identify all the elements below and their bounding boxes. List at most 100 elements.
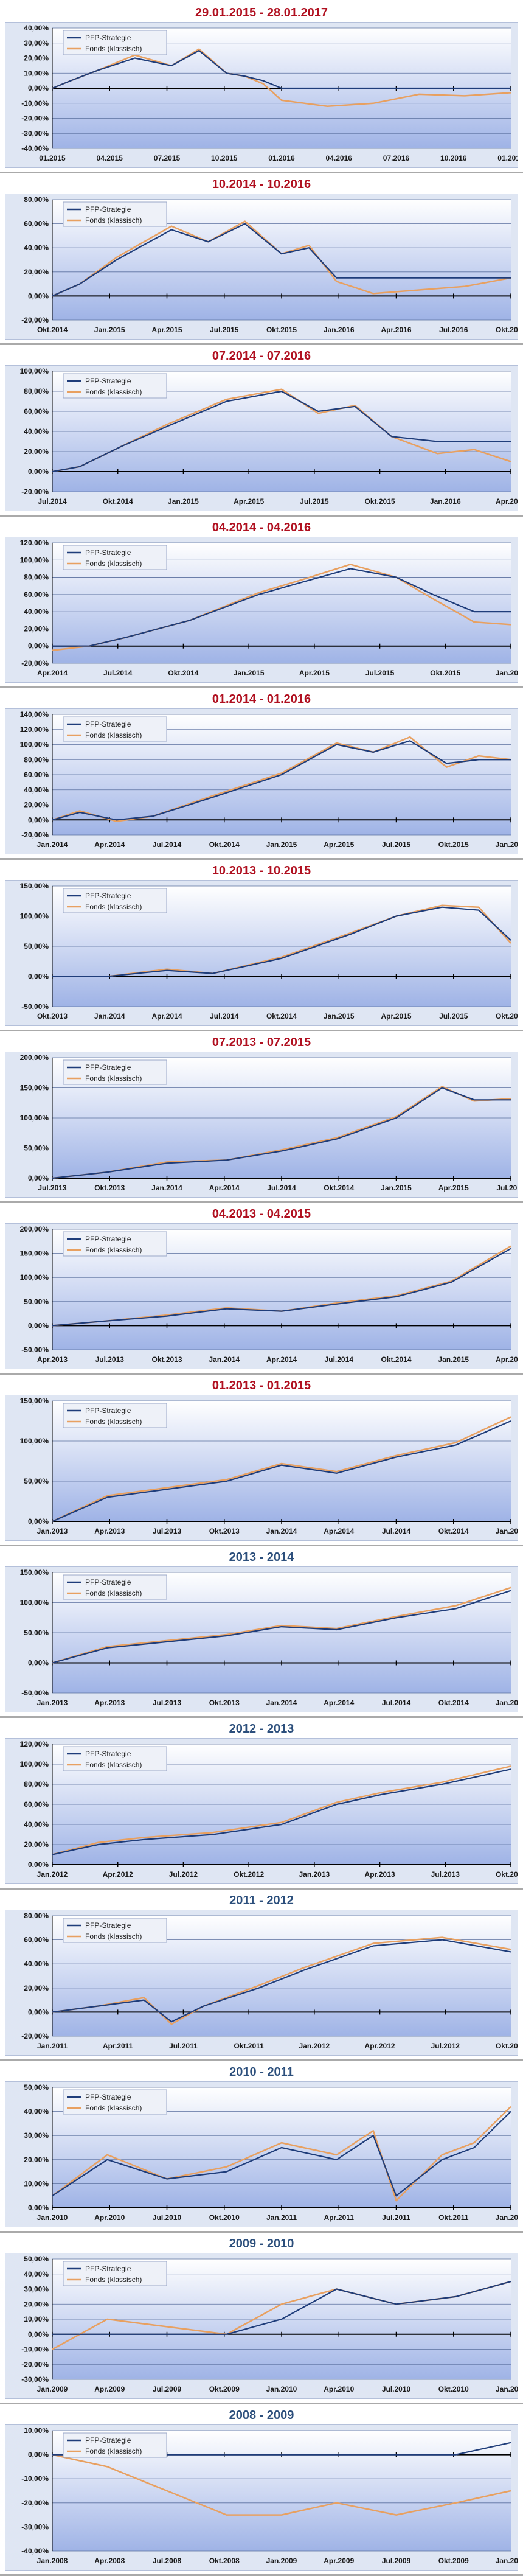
y-tick-label: 0,00% [28, 642, 49, 651]
x-tick-label: Jul.2015 [382, 840, 411, 849]
y-tick-label: 60,00% [24, 1800, 49, 1809]
y-tick-label: 0,00% [28, 1860, 49, 1869]
y-tick-label: 30,00% [24, 2285, 49, 2294]
x-tick-label: Apr.2011 [103, 2042, 133, 2050]
y-tick-label: 100,00% [20, 1437, 49, 1445]
y-tick-label: 40,00% [24, 24, 49, 32]
x-tick-label: Okt.2014 [209, 840, 240, 849]
x-tick-label: Jan.2014 [266, 1527, 297, 1535]
y-tick-label: 50,00% [24, 1297, 49, 1306]
y-tick-label: -20,00% [21, 831, 49, 839]
y-tick-label: 100,00% [20, 367, 49, 375]
fund-line [52, 1765, 511, 1855]
x-tick-label: Okt.2013 [37, 1012, 68, 1021]
x-tick-label: 10.2016 [440, 154, 467, 162]
chart-panel: 2013 - 2014 -50,00% 0,00% 50,00% 100,00% 150,… [5, 1548, 518, 1715]
chart-svg: -50,00% 0,00% 50,00% 100,00% 150,00% Jan.2013… [5, 1566, 518, 1712]
chart-svg: -20,00% 0,00% 20,00% 40,00% 60,00% 80,00% 100,… [5, 365, 518, 511]
strategy-line [52, 390, 511, 473]
x-tick-label: Okt.2012 [234, 1870, 264, 1879]
legend-fund-label: Fonds (klassisch) [85, 1932, 142, 1941]
x-tick-label: Jan.2015 [234, 669, 265, 677]
x-tick-label: Okt.2011 [438, 2213, 469, 2222]
x-tick-label: Apr.2013 [94, 1527, 125, 1535]
x-tick-label: Jan.2014 [37, 840, 68, 849]
panel-separator [0, 1030, 523, 1031]
y-tick-label: -10,00% [21, 99, 49, 108]
y-tick-label: -20,00% [21, 2032, 49, 2040]
strategy-line [52, 2110, 511, 2197]
legend-fund-label: Fonds (klassisch) [85, 1761, 142, 1769]
y-tick-label: 0,00% [28, 1517, 49, 1526]
x-tick-label: Okt.2010 [438, 2385, 469, 2393]
x-tick-label: Apr.2016 [381, 326, 411, 334]
legend-box [63, 1746, 167, 1771]
legend-fund-label: Fonds (klassisch) [85, 1417, 142, 1426]
x-tick-label: Apr.2013 [365, 1870, 395, 1879]
chart-svg: -50,00% 0,00% 50,00% 100,00% 150,00% Okt.2013… [5, 880, 518, 1026]
y-tick-label: 50,00% [24, 1628, 49, 1637]
legend-box [63, 201, 167, 227]
x-tick-label: Jan.2015 [324, 1012, 355, 1021]
chart-svg: 0,00% 20,00% 40,00% 60,00% 80,00% 100,00% 120,… [5, 1738, 518, 1884]
legend-fund-label: Fonds (klassisch) [85, 559, 142, 568]
chart-panel: 2008 - 2009 -40,00% -30,00% -20,00% -10,00% 0… [5, 2406, 518, 2573]
y-tick-label: 20,00% [24, 1840, 49, 1849]
y-tick-label: -20,00% [21, 114, 49, 123]
legend-strategy-label: PFP-Strategie [85, 2093, 131, 2101]
x-tick-label: Jan.2012 [299, 2042, 330, 2050]
chart-panel: 07.2014 - 07.2016 -20,00% 0,00% 20,00% 40,00… [5, 347, 518, 514]
y-tick-label: -10,00% [21, 2345, 49, 2354]
y-tick-label: 80,00% [24, 573, 49, 582]
chart-title: 2011 - 2012 [229, 1894, 294, 1907]
x-tick-label: Jan.2015 [266, 840, 297, 849]
panel-separator [0, 1888, 523, 1890]
x-tick-label: Apr.2014 [37, 669, 68, 677]
x-tick-label: Jan.2013 [37, 1698, 68, 1707]
x-tick-label: Apr.2015 [324, 840, 354, 849]
strategy-line [52, 1248, 511, 1327]
y-tick-label: 60,00% [24, 407, 49, 416]
y-tick-label: 0,00% [28, 2008, 49, 2016]
x-tick-label: Jan.2013 [37, 1527, 68, 1535]
x-tick-label: Jul.2015 [300, 497, 329, 506]
x-tick-label: Okt.2014 [168, 669, 198, 677]
x-tick-label: Jan.2015 [94, 326, 125, 334]
y-tick-label: -10,00% [21, 2474, 49, 2483]
x-tick-label: 10.2015 [211, 154, 238, 162]
x-tick-label: 04.2016 [326, 154, 353, 162]
y-tick-label: -50,00% [21, 1346, 49, 1354]
x-tick-label: Okt.2015 [496, 1012, 518, 1021]
legend-fund-label: Fonds (klassisch) [85, 2447, 142, 2456]
legend-box [63, 1231, 167, 1257]
panel-separator [0, 2231, 523, 2233]
y-tick-label: -20,00% [21, 487, 49, 496]
chart-title: 07.2013 - 07.2015 [212, 1036, 311, 1049]
legend-box [63, 2432, 167, 2458]
chart-title: 10.2013 - 10.2015 [212, 864, 311, 878]
panel-separator [0, 1373, 523, 1375]
chart-svg: 0,00% 50,00% 100,00% 150,00% 200,00% Jul.2013… [5, 1052, 518, 1198]
x-tick-label: Jan.2015 [381, 1184, 412, 1192]
x-tick-label: Jan.2015 [496, 1698, 518, 1707]
y-tick-label: 10,00% [24, 2426, 49, 2435]
chart-svg: -40,00% -30,00% -20,00% -10,00% 0,00% 10,00% J… [5, 2424, 518, 2571]
x-tick-label: Okt.2015 [438, 840, 469, 849]
legend-strategy-label: PFP-Strategie [85, 1750, 131, 1758]
chart-panel: 04.2013 - 04.2015 -50,00% 0,00% 50,00% 100,0… [5, 1205, 518, 1372]
legend-box [63, 716, 167, 742]
x-tick-label: Jan.2014 [209, 1355, 240, 1364]
x-tick-label: Okt.2014 [103, 497, 133, 506]
y-tick-label: 10,00% [24, 2315, 49, 2323]
x-tick-label: Jan.2016 [430, 497, 461, 506]
x-tick-label: Okt.2013 [209, 1527, 240, 1535]
x-tick-label: Jan.2014 [151, 1184, 182, 1192]
chart-panel: 07.2013 - 07.2015 0,00% 50,00% 100,00% 150,0… [5, 1033, 518, 1200]
chart-panel: 2012 - 2013 0,00% 20,00% 40,00% 60,00% 80,00%… [5, 1720, 518, 1887]
x-tick-label: 07.2016 [383, 154, 410, 162]
x-tick-label: Jan.2016 [496, 669, 518, 677]
panel-separator [0, 1545, 523, 1546]
x-tick-label: Apr.2015 [381, 1012, 411, 1021]
x-tick-label: Apr.2014 [324, 1527, 354, 1535]
x-tick-label: Okt.2014 [381, 1355, 411, 1364]
